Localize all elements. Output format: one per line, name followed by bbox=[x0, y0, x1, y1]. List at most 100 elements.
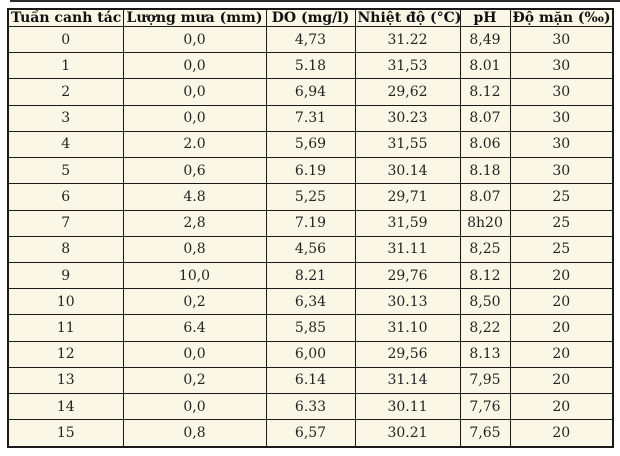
table-cell: 6,94 bbox=[265, 78, 356, 106]
column-header-temperature: Nhiệt độ (°C) bbox=[354, 8, 461, 27]
table-cell: 31.10 bbox=[354, 314, 461, 342]
table-cell: 25 bbox=[509, 209, 614, 237]
table-cell: 6 bbox=[7, 183, 124, 211]
column-header-do: DO (mg/l) bbox=[265, 8, 356, 27]
table-cell: 0,0 bbox=[122, 52, 267, 80]
table-row: 2 0,0 6,94 29,62 8.12 30 bbox=[7, 78, 614, 106]
table-cell: 5,85 bbox=[265, 314, 356, 342]
table-cell: 4,73 bbox=[265, 25, 356, 54]
table-cell: 30 bbox=[509, 78, 614, 106]
table-cell: 6,57 bbox=[265, 419, 356, 448]
table-cell: 31,55 bbox=[354, 130, 461, 159]
water-quality-table: Tuần canh tác Lượng mưa (mm) DO (mg/l) N… bbox=[7, 8, 614, 448]
table-cell: 7,76 bbox=[459, 393, 511, 421]
table-cell: 6,34 bbox=[265, 288, 356, 316]
table-cell: 30 bbox=[509, 130, 614, 159]
table-cell: 5,25 bbox=[265, 183, 356, 211]
table-row: 1 0,0 5.18 31,53 8.01 30 bbox=[7, 52, 614, 80]
table-cell: 30 bbox=[509, 104, 614, 132]
table-cell: 0,2 bbox=[122, 288, 267, 316]
table-row: 5 0,6 6.19 30.14 8.18 30 bbox=[7, 157, 614, 185]
table-row: 10 0,2 6,34 30.13 8,50 20 bbox=[7, 288, 614, 316]
table-cell: 6.33 bbox=[265, 393, 356, 421]
table-cell: 0,8 bbox=[122, 419, 267, 448]
table-cell: 31,53 bbox=[354, 52, 461, 80]
table-cell: 30.21 bbox=[354, 419, 461, 448]
table-cell: 31.14 bbox=[354, 366, 461, 395]
table-row: 15 0,8 6,57 30.21 7,65 20 bbox=[7, 419, 614, 448]
table-row: 7 2,8 7.19 31,59 8h20 25 bbox=[7, 209, 614, 237]
table-cell: 14 bbox=[7, 393, 124, 421]
table-cell: 4,56 bbox=[265, 235, 356, 263]
table-cell: 8 bbox=[7, 235, 124, 263]
table-cell: 2 bbox=[7, 78, 124, 106]
table-cell: 5 bbox=[7, 157, 124, 185]
table-cell: 31.11 bbox=[354, 235, 461, 263]
table-row: 13 0,2 6.14 31.14 7,95 20 bbox=[7, 366, 614, 395]
table-cell: 0,0 bbox=[122, 340, 267, 368]
table-cell: 4 bbox=[7, 130, 124, 159]
column-header-ph: pH bbox=[459, 8, 511, 27]
table-cell: 20 bbox=[509, 314, 614, 342]
table-cell: 0 bbox=[7, 25, 124, 54]
table-cell: 29,76 bbox=[354, 261, 461, 290]
table-cell: 20 bbox=[509, 340, 614, 368]
table-cell: 7,95 bbox=[459, 366, 511, 395]
table-cell: 8.07 bbox=[459, 104, 511, 132]
table-header: Tuần canh tác Lượng mưa (mm) DO (mg/l) N… bbox=[7, 8, 614, 27]
table-body: 0 0,0 4,73 31.22 8,49 30 1 0,0 5.18 31,53 8.01 30 2 0… bbox=[7, 25, 614, 448]
table-cell: 8.12 bbox=[459, 261, 511, 290]
table-cell: 11 bbox=[7, 314, 124, 342]
table-cell: 20 bbox=[509, 393, 614, 421]
table-row: 4 2.0 5,69 31,55 8.06 30 bbox=[7, 130, 614, 159]
table-cell: 0,8 bbox=[122, 235, 267, 263]
table-cell: 10 bbox=[7, 288, 124, 316]
table-cell: 8,22 bbox=[459, 314, 511, 342]
column-header-rainfall: Lượng mưa (mm) bbox=[122, 8, 267, 27]
table-cell: 13 bbox=[7, 366, 124, 395]
table-cell: 30 bbox=[509, 25, 614, 54]
table-cell: 8,49 bbox=[459, 25, 511, 54]
table-cell: 20 bbox=[509, 288, 614, 316]
table-cell: 25 bbox=[509, 235, 614, 263]
table-cell: 5,69 bbox=[265, 130, 356, 159]
table-row: 0 0,0 4,73 31.22 8,49 30 bbox=[7, 25, 614, 54]
table-cell: 8,25 bbox=[459, 235, 511, 263]
table-row: 14 0,0 6.33 30.11 7,76 20 bbox=[7, 393, 614, 421]
table-cell: 20 bbox=[509, 366, 614, 395]
table-cell: 30.23 bbox=[354, 104, 461, 132]
table-cell: 10,0 bbox=[122, 261, 267, 290]
table-cell: 29,71 bbox=[354, 183, 461, 211]
table-row: 11 6.4 5,85 31.10 8,22 20 bbox=[7, 314, 614, 342]
table-cell: 8h20 bbox=[459, 209, 511, 237]
table-cell: 8.18 bbox=[459, 157, 511, 185]
table-cell: 1 bbox=[7, 52, 124, 80]
table-cell: 30 bbox=[509, 52, 614, 80]
table-cell: 7.31 bbox=[265, 104, 356, 132]
table-cell: 25 bbox=[509, 183, 614, 211]
table-cell: 30.13 bbox=[354, 288, 461, 316]
table-cell: 0,0 bbox=[122, 104, 267, 132]
table-cell: 20 bbox=[509, 261, 614, 290]
table-cell: 0,0 bbox=[122, 25, 267, 54]
table-cell: 0,0 bbox=[122, 78, 267, 106]
table-cell: 0,6 bbox=[122, 157, 267, 185]
table-cell: 0,0 bbox=[122, 393, 267, 421]
table-cell: 8.07 bbox=[459, 183, 511, 211]
table-cell: 7.19 bbox=[265, 209, 356, 237]
table-cell: 9 bbox=[7, 261, 124, 290]
table-cell: 7,65 bbox=[459, 419, 511, 448]
table-cell: 20 bbox=[509, 419, 614, 448]
table-row: 9 10,0 8.21 29,76 8.12 20 bbox=[7, 261, 614, 290]
table-cell: 8.21 bbox=[265, 261, 356, 290]
table-cell: 0,2 bbox=[122, 366, 267, 395]
table-cell: 29,62 bbox=[354, 78, 461, 106]
table-cell: 29,56 bbox=[354, 340, 461, 368]
table-cell: 2.0 bbox=[122, 130, 267, 159]
table-cell: 4.8 bbox=[122, 183, 267, 211]
table-cell: 12 bbox=[7, 340, 124, 368]
table-cell: 6,00 bbox=[265, 340, 356, 368]
table-cell: 15 bbox=[7, 419, 124, 448]
table-cell: 6.4 bbox=[122, 314, 267, 342]
column-header-week: Tuần canh tác bbox=[7, 8, 124, 27]
